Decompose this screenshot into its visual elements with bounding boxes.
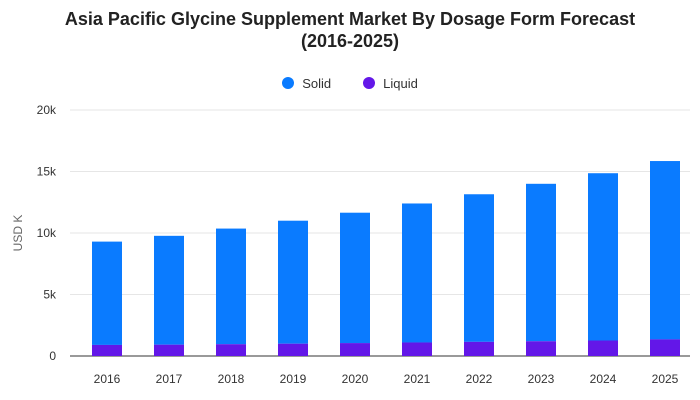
bar-liquid-2019 — [278, 343, 308, 356]
legend-label-solid: Solid — [302, 75, 332, 91]
x-tick-label: 2020 — [342, 372, 369, 386]
x-tick-label: 2018 — [218, 372, 245, 386]
x-tick-label: 2024 — [590, 372, 617, 386]
legend-swatch-solid — [282, 77, 295, 89]
y-tick-label: 15k — [37, 165, 57, 179]
bar-solid-2024 — [588, 173, 618, 341]
bar-solid-2025 — [650, 161, 680, 340]
bar-solid-2017 — [154, 235, 184, 345]
y-tick-label: 0 — [49, 349, 56, 363]
legend-item-solid[interactable]: Solid — [282, 76, 331, 91]
bar-liquid-2023 — [526, 341, 556, 356]
bar-liquid-2022 — [464, 341, 494, 356]
bar-liquid-2021 — [402, 342, 432, 356]
x-tick-label: 2021 — [404, 372, 431, 386]
chart-title-line-1: Asia Pacific Glycine Supplement Market B… — [64, 9, 636, 29]
legend-item-liquid[interactable]: Liquid — [363, 76, 418, 91]
bar-solid-2023 — [526, 183, 556, 342]
chart-title: Asia Pacific Glycine Supplement Market B… — [0, 8, 700, 52]
legend-label-liquid: Liquid — [383, 75, 418, 91]
bar-solid-2016 — [92, 241, 122, 345]
bar-solid-2021 — [402, 203, 432, 343]
legend-swatch-liquid — [363, 77, 376, 89]
bar-liquid-2018 — [216, 344, 246, 356]
x-tick-label: 2025 — [652, 372, 679, 386]
bar-solid-2018 — [216, 228, 246, 345]
bar-solid-2020 — [340, 212, 370, 344]
y-tick-label: 5k — [43, 288, 57, 302]
x-tick-label: 2022 — [466, 372, 493, 386]
bar-solid-2019 — [278, 220, 308, 344]
x-tick-label: 2016 — [94, 372, 121, 386]
bar-liquid-2025 — [650, 339, 680, 356]
bar-liquid-2020 — [340, 343, 370, 356]
bar-liquid-2017 — [154, 344, 184, 356]
chart-title-line-2: (2016-2025) — [300, 31, 400, 51]
x-tick-label: 2017 — [156, 372, 183, 386]
legend: Solid Liquid — [0, 74, 700, 92]
x-tick-label: 2019 — [280, 372, 307, 386]
bar-liquid-2024 — [588, 340, 618, 356]
y-tick-label: 20k — [37, 103, 57, 117]
bar-solid-2022 — [464, 194, 494, 342]
x-tick-label: 2023 — [528, 372, 555, 386]
y-tick-label: 10k — [37, 226, 57, 240]
y-axis-label: USD K — [11, 215, 25, 252]
bar-liquid-2016 — [92, 344, 122, 356]
